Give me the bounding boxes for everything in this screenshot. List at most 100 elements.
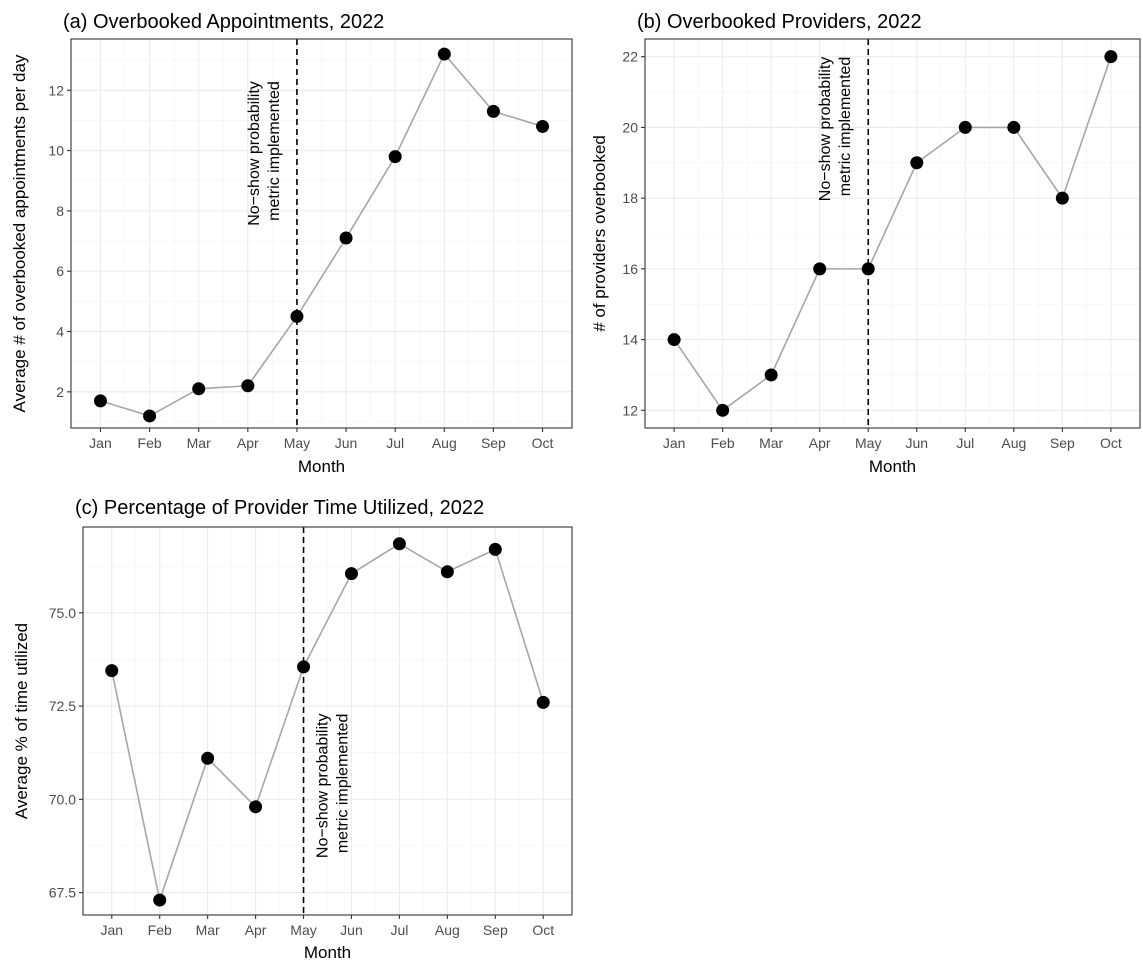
x-tick-label: May <box>290 922 316 938</box>
data-point-aug <box>437 47 451 61</box>
x-tick-label: Feb <box>138 435 162 451</box>
data-point-oct <box>536 695 550 709</box>
data-point-apr <box>241 379 255 393</box>
y-tick-label: 8 <box>56 203 64 219</box>
y-tick-label: 22 <box>622 49 638 65</box>
x-axis-title: Month <box>869 457 916 476</box>
data-point-sep <box>488 542 502 556</box>
chart-panel-1: No−show probability metric implemented 12 1… <box>590 11 1141 476</box>
y-tick-label: 14 <box>622 332 638 348</box>
data-point-jul <box>392 537 406 551</box>
data-point-oct <box>1104 50 1118 64</box>
x-tick-label: Mar <box>196 922 220 938</box>
y-tick-label: 12 <box>48 82 64 98</box>
x-tick-label: Sep <box>1050 435 1075 451</box>
y-tick-label: 2 <box>56 384 64 400</box>
x-tick-label: Oct <box>532 435 554 451</box>
chart-panel-2: No−show probability metric implemented 67.… <box>12 497 573 962</box>
x-tick-label: May <box>284 435 310 451</box>
y-tick-label: 10 <box>48 143 64 159</box>
x-tick-label: Jul <box>386 435 404 451</box>
x-tick-label: Apr <box>245 922 267 938</box>
data-point-jan <box>93 394 107 408</box>
annotation-line-1: No−show probability <box>246 81 263 226</box>
data-point-jun <box>344 567 358 581</box>
annotation-line-2: metric implemented <box>266 81 283 221</box>
y-axis-title: # of providers overbooked <box>590 135 609 332</box>
data-point-may <box>290 309 304 323</box>
y-tick-label: 72.5 <box>49 698 76 714</box>
y-tick-label: 6 <box>56 263 64 279</box>
data-point-jul <box>958 120 972 134</box>
data-point-mar <box>192 382 206 396</box>
data-point-jun <box>339 231 353 245</box>
data-point-jul <box>388 150 402 164</box>
x-tick-label: May <box>855 435 881 451</box>
x-tick-label: Mar <box>187 435 211 451</box>
data-point-sep <box>1055 191 1069 205</box>
data-point-jan <box>667 333 681 347</box>
x-tick-label: Jan <box>100 922 123 938</box>
data-point-feb <box>716 403 730 417</box>
data-point-may <box>861 262 875 276</box>
panel-border <box>70 38 573 429</box>
x-tick-label: Jan <box>89 435 112 451</box>
chart-panel-0: No−show probability metric implemented 2 4 6… <box>10 11 573 476</box>
chart-title: (b) Overbooked Providers, 2022 <box>637 11 922 33</box>
x-tick-label: Feb <box>711 435 735 451</box>
x-tick-label: Apr <box>237 435 259 451</box>
x-tick-label: Jul <box>956 435 974 451</box>
series-line <box>100 52 543 417</box>
data-point-feb <box>143 409 157 423</box>
x-tick-label: Jun <box>905 435 928 451</box>
data-point-apr <box>813 262 827 276</box>
y-tick-label: 18 <box>622 190 638 206</box>
data-point-mar <box>201 751 215 765</box>
y-tick-label: 12 <box>622 402 638 418</box>
panel-border <box>82 526 573 916</box>
x-tick-label: Sep <box>483 922 508 938</box>
y-axis-title: Average % of time utilized <box>12 623 31 819</box>
y-tick-label: 67.5 <box>49 885 76 901</box>
x-tick-label: Apr <box>809 435 831 451</box>
chart-title: (a) Overbooked Appointments, 2022 <box>63 11 384 33</box>
panel-border <box>644 38 1141 429</box>
x-axis-title: Month <box>304 943 351 962</box>
x-tick-label: Jul <box>390 922 408 938</box>
x-tick-label: Mar <box>759 435 783 451</box>
data-point-may <box>297 660 311 674</box>
x-tick-label: Jun <box>340 922 363 938</box>
y-tick-label: 75.0 <box>49 605 76 621</box>
x-tick-label: Oct <box>532 922 554 938</box>
data-point-jan <box>105 664 119 678</box>
x-tick-label: Jun <box>335 435 358 451</box>
x-tick-label: Feb <box>148 922 172 938</box>
data-point-apr <box>249 800 263 814</box>
y-tick-label: 70.0 <box>49 791 76 807</box>
annotation-line-2: metric implemented <box>837 57 854 197</box>
annotation-line-2: metric implemented <box>335 714 352 854</box>
annotation-line-1: No−show probability <box>817 57 834 202</box>
y-axis-title: Average # of overbooked appointments per… <box>10 54 29 412</box>
y-tick-label: 16 <box>622 261 638 277</box>
x-tick-label: Oct <box>1100 435 1122 451</box>
x-tick-label: Aug <box>432 435 457 451</box>
data-point-aug <box>440 565 454 579</box>
data-point-jun <box>910 156 924 170</box>
data-point-aug <box>1007 120 1021 134</box>
y-tick-label: 20 <box>622 119 638 135</box>
data-point-oct <box>536 119 550 133</box>
x-tick-label: Sep <box>481 435 506 451</box>
data-point-mar <box>764 368 778 382</box>
series-line <box>110 542 544 904</box>
x-tick-label: Jan <box>663 435 686 451</box>
series-line <box>673 56 1112 412</box>
x-axis-title: Month <box>298 457 345 476</box>
x-tick-label: Aug <box>1001 435 1026 451</box>
x-tick-label: Aug <box>435 922 460 938</box>
annotation-line-1: No−show probability <box>315 714 332 859</box>
data-point-sep <box>486 104 500 118</box>
chart-title: (c) Percentage of Provider Time Utilized… <box>75 497 484 519</box>
data-point-feb <box>153 893 167 907</box>
